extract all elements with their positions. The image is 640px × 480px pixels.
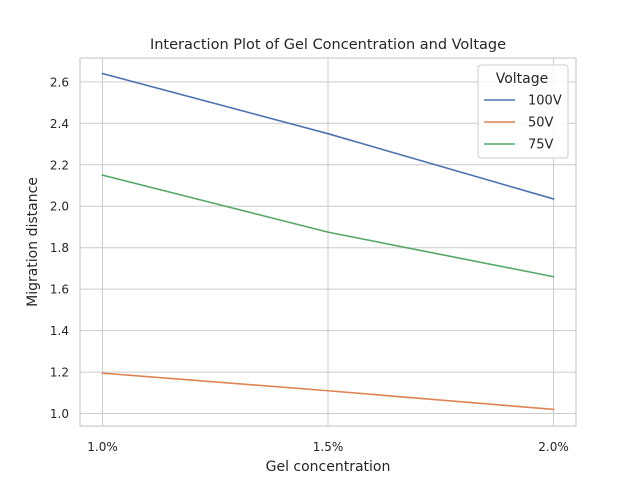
y-tick-label: 1.6 <box>50 283 69 297</box>
legend-label: 100V <box>528 94 562 109</box>
y-tick-label: 1.8 <box>50 241 69 255</box>
y-tick-label: 2.6 <box>50 75 69 89</box>
legend-items: 100V 50V 75V <box>484 94 562 153</box>
legend: Voltage 100V 50V 75V <box>477 64 569 159</box>
y-tick-label: 2.2 <box>50 158 69 172</box>
legend-label: 50V <box>528 116 554 131</box>
y-tick-label: 1.2 <box>50 366 69 380</box>
y-axis-title: Migration distance <box>25 177 41 307</box>
series-line-50v <box>101 372 555 411</box>
series-line-75v <box>101 174 555 278</box>
x-tick-labels: 1.0% 1.5% 2.0% <box>87 440 569 454</box>
y-tick-labels: 1.0 1.2 1.4 1.6 1.8 2.0 2.2 2.4 2.6 <box>50 75 69 421</box>
y-tick-label: 1.0 <box>50 407 69 421</box>
y-tick-label: 1.4 <box>50 324 69 338</box>
series-lines <box>101 72 555 411</box>
series-line-100v <box>101 72 555 200</box>
legend-label: 75V <box>528 138 554 153</box>
x-tick-label: 1.0% <box>87 440 118 454</box>
y-tick-label: 2.4 <box>50 117 69 131</box>
x-axis-title: Gel concentration <box>266 459 391 475</box>
legend-box <box>477 64 569 159</box>
y-tick-label: 2.0 <box>50 200 69 214</box>
x-tick-label: 2.0% <box>538 440 569 454</box>
grid-lines <box>80 58 576 426</box>
x-tick-label: 1.5% <box>313 440 344 454</box>
legend-title: Voltage <box>496 71 549 87</box>
chart-title: Interaction Plot of Gel Concentration an… <box>150 37 506 53</box>
plot-frame <box>79 57 577 427</box>
